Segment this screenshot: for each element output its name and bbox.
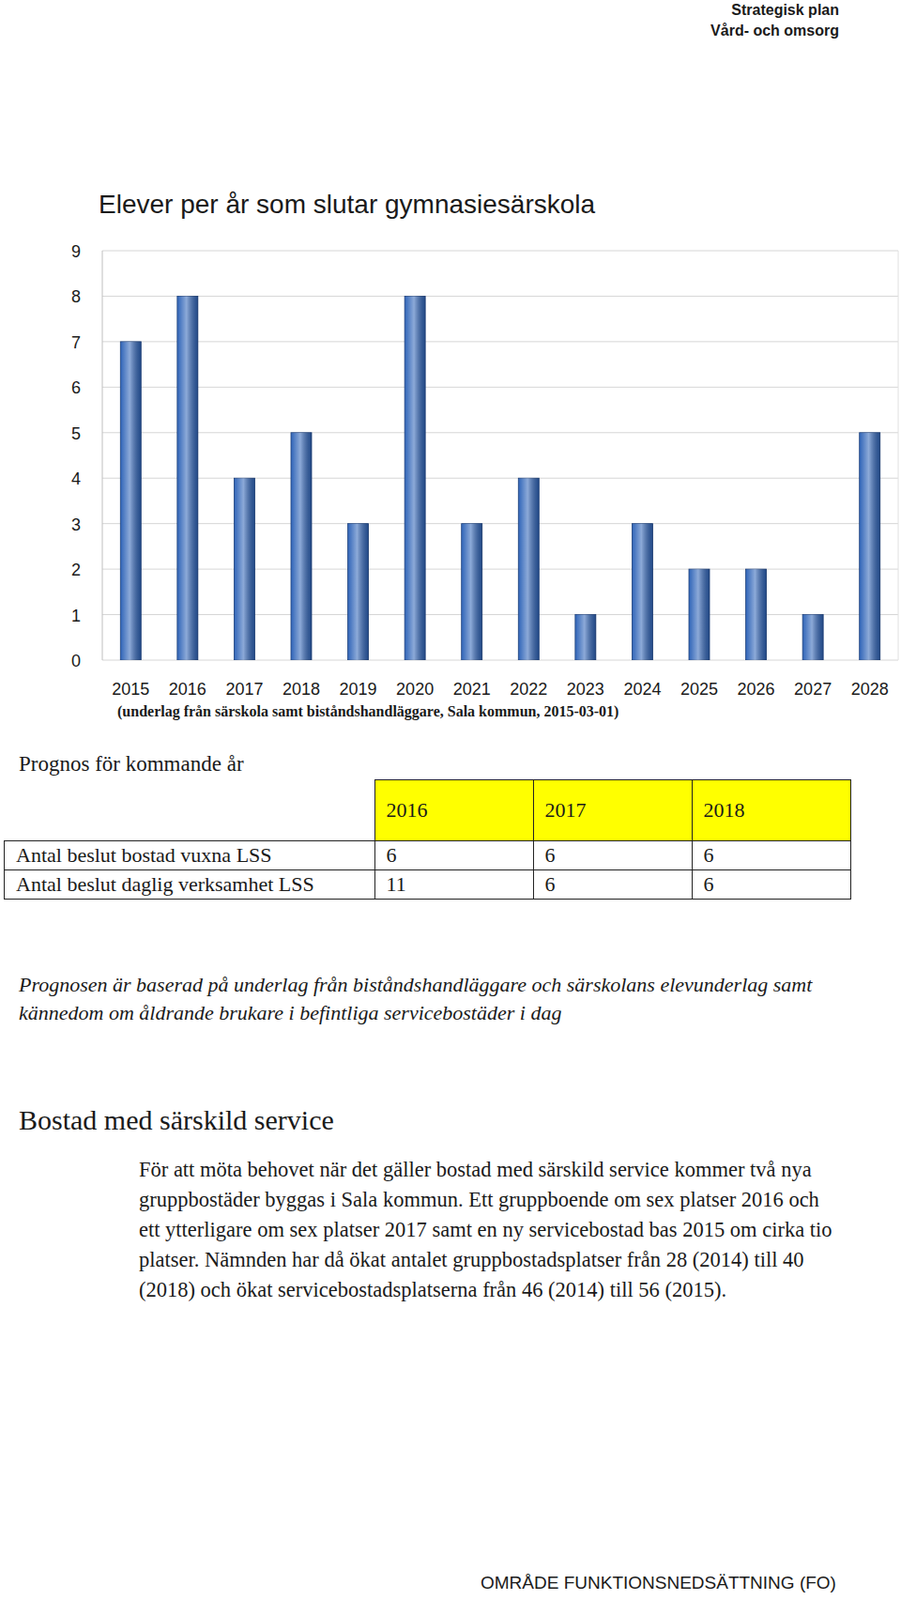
x-tick-label: 2019 bbox=[339, 679, 378, 699]
forecast-title: Prognos för kommande år bbox=[18, 751, 245, 777]
bar bbox=[461, 523, 483, 660]
grid-line bbox=[102, 613, 899, 615]
y-tick-label: 2 bbox=[71, 560, 81, 580]
bar bbox=[290, 432, 312, 660]
x-tick-label: 2023 bbox=[566, 679, 605, 699]
header-subtitle: Vård- och omsorg bbox=[710, 20, 840, 42]
y-tick-label: 9 bbox=[71, 242, 81, 261]
y-tick-label: 6 bbox=[71, 378, 81, 398]
plot-edge bbox=[898, 250, 900, 660]
grid-line bbox=[102, 250, 899, 252]
header-title: Strategisk plan bbox=[731, 0, 840, 21]
bar bbox=[404, 295, 426, 660]
grid-line bbox=[102, 659, 899, 661]
bar bbox=[177, 295, 199, 660]
column-header: 2017 bbox=[533, 779, 692, 841]
bar bbox=[746, 568, 767, 660]
chart: Elever per år som slutar gymnasiesärskol… bbox=[0, 0, 901, 742]
bar-shine bbox=[177, 295, 199, 660]
bar-shine bbox=[802, 614, 824, 660]
x-tick-label: 2024 bbox=[623, 679, 661, 699]
cell: 6 bbox=[691, 870, 851, 900]
bar-shine bbox=[575, 614, 596, 660]
y-axis bbox=[102, 250, 104, 660]
cell: 6 bbox=[691, 840, 851, 871]
bar bbox=[575, 614, 596, 660]
forecast-table: 201620172018 Antal beslut bostad vuxna LS… bbox=[3, 778, 852, 900]
chart-source: (underlag från särskola samt biståndshan… bbox=[117, 702, 619, 720]
forecast-note: Prognosen är baserad på underlag från bi… bbox=[18, 970, 817, 1027]
bar-shine bbox=[518, 477, 539, 660]
bar bbox=[233, 477, 255, 660]
y-tick-label: 0 bbox=[71, 651, 81, 671]
bar-shine bbox=[859, 432, 881, 660]
x-tick-label: 2025 bbox=[680, 679, 718, 699]
y-tick-label: 5 bbox=[71, 424, 81, 443]
bar bbox=[348, 523, 369, 660]
grid-line bbox=[102, 568, 899, 570]
bar bbox=[518, 477, 539, 660]
footer: OMRÅDE FUNKTIONSNEDSÄTTNING (FO) bbox=[480, 1572, 837, 1593]
x-tick-label: 2028 bbox=[851, 679, 889, 699]
grid-line bbox=[102, 386, 899, 388]
bar-shine bbox=[688, 568, 710, 660]
row-label: Antal beslut bostad vuxna LSS bbox=[15, 842, 326, 868]
bar-shine bbox=[461, 523, 483, 660]
x-tick-label: 2022 bbox=[509, 679, 548, 699]
bar bbox=[631, 523, 653, 660]
x-tick-label: 2026 bbox=[737, 679, 776, 699]
x-tick-label: 2020 bbox=[396, 679, 434, 699]
x-tick-label: 2017 bbox=[225, 679, 263, 699]
chart-title: Elever per år som slutar gymnasiesärskol… bbox=[98, 189, 596, 219]
column-header: 2018 bbox=[691, 779, 851, 841]
cell: 6 bbox=[374, 840, 534, 871]
grid-line bbox=[102, 340, 899, 342]
cell: 6 bbox=[533, 870, 692, 900]
bar-shine bbox=[404, 295, 426, 660]
x-tick-label: 2015 bbox=[111, 679, 150, 699]
cell: 6 bbox=[533, 840, 692, 871]
bar-shine bbox=[290, 432, 312, 660]
grid-line bbox=[102, 477, 899, 479]
bar bbox=[859, 432, 881, 660]
bar-shine bbox=[120, 341, 141, 660]
y-tick-label: 3 bbox=[71, 515, 81, 535]
y-tick-label: 8 bbox=[71, 287, 81, 306]
column-header: 2016 bbox=[374, 779, 534, 841]
bars bbox=[120, 295, 880, 660]
y-tick-label: 1 bbox=[71, 606, 81, 626]
bar bbox=[688, 568, 710, 660]
bar-shine bbox=[631, 523, 653, 660]
row-label: Antal beslut daglig verksamhet LSS bbox=[15, 871, 326, 897]
x-tick-label: 2027 bbox=[794, 679, 832, 699]
grid-line bbox=[102, 522, 899, 524]
grid-line bbox=[102, 295, 899, 297]
bar-shine bbox=[746, 568, 767, 660]
section-heading: Bostad med särskild service bbox=[18, 1103, 335, 1136]
bar bbox=[802, 614, 824, 660]
bar-shine bbox=[348, 523, 369, 660]
cell: 11 bbox=[374, 870, 534, 900]
x-tick-label: 2016 bbox=[168, 679, 207, 699]
section-text: För att möta behovet när det gäller bost… bbox=[138, 1154, 845, 1305]
x-tick-label: 2021 bbox=[453, 679, 491, 699]
x-tick-label: 2018 bbox=[282, 679, 321, 699]
y-tick-label: 4 bbox=[71, 469, 81, 489]
y-tick-label: 7 bbox=[71, 333, 81, 352]
bar bbox=[120, 341, 141, 660]
bar-shine bbox=[233, 477, 255, 660]
grid-line bbox=[102, 431, 899, 433]
